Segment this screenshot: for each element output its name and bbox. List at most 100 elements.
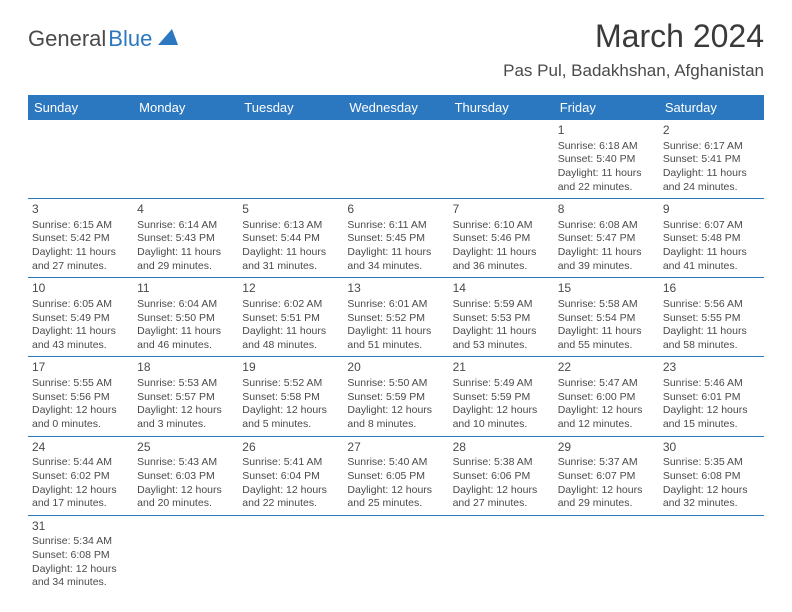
calendar-cell: 5Sunrise: 6:13 AMSunset: 5:44 PMDaylight…	[238, 199, 343, 278]
sunset-text: Sunset: 5:54 PM	[558, 312, 655, 326]
sunset-text: Sunset: 5:46 PM	[453, 232, 550, 246]
day-number: 31	[32, 519, 129, 535]
weekday-header: Tuesday	[238, 95, 343, 120]
calendar-cell: 10Sunrise: 6:05 AMSunset: 5:49 PMDayligh…	[28, 278, 133, 357]
day-number: 21	[453, 360, 550, 376]
sunset-text: Sunset: 5:49 PM	[32, 312, 129, 326]
day-number: 6	[347, 202, 444, 218]
sunset-text: Sunset: 6:06 PM	[453, 470, 550, 484]
daylight-text: Daylight: 12 hours and 22 minutes.	[242, 484, 339, 511]
calendar-cell	[659, 515, 764, 594]
sunset-text: Sunset: 5:41 PM	[663, 153, 760, 167]
sunset-text: Sunset: 5:48 PM	[663, 232, 760, 246]
daylight-text: Daylight: 12 hours and 15 minutes.	[663, 404, 760, 431]
daylight-text: Daylight: 12 hours and 34 minutes.	[32, 563, 129, 590]
sunset-text: Sunset: 6:01 PM	[663, 391, 760, 405]
sunset-text: Sunset: 5:52 PM	[347, 312, 444, 326]
sunset-text: Sunset: 5:59 PM	[453, 391, 550, 405]
brand-name-2: Blue	[108, 26, 152, 52]
calendar-cell: 15Sunrise: 5:58 AMSunset: 5:54 PMDayligh…	[554, 278, 659, 357]
sunrise-text: Sunrise: 5:52 AM	[242, 377, 339, 391]
day-number: 14	[453, 281, 550, 297]
sunrise-text: Sunrise: 5:56 AM	[663, 298, 760, 312]
calendar-cell: 3Sunrise: 6:15 AMSunset: 5:42 PMDaylight…	[28, 199, 133, 278]
weekday-header: Friday	[554, 95, 659, 120]
calendar-cell: 9Sunrise: 6:07 AMSunset: 5:48 PMDaylight…	[659, 199, 764, 278]
calendar-cell	[343, 515, 448, 594]
daylight-text: Daylight: 12 hours and 29 minutes.	[558, 484, 655, 511]
calendar-cell: 26Sunrise: 5:41 AMSunset: 6:04 PMDayligh…	[238, 436, 343, 515]
calendar-cell	[554, 515, 659, 594]
sunrise-text: Sunrise: 5:59 AM	[453, 298, 550, 312]
sunset-text: Sunset: 5:53 PM	[453, 312, 550, 326]
daylight-text: Daylight: 11 hours and 51 minutes.	[347, 325, 444, 352]
sunrise-text: Sunrise: 6:05 AM	[32, 298, 129, 312]
day-number: 17	[32, 360, 129, 376]
day-number: 4	[137, 202, 234, 218]
day-number: 11	[137, 281, 234, 297]
weekday-header: Sunday	[28, 95, 133, 120]
daylight-text: Daylight: 11 hours and 22 minutes.	[558, 167, 655, 194]
calendar-cell: 25Sunrise: 5:43 AMSunset: 6:03 PMDayligh…	[133, 436, 238, 515]
daylight-text: Daylight: 12 hours and 8 minutes.	[347, 404, 444, 431]
day-number: 30	[663, 440, 760, 456]
day-number: 25	[137, 440, 234, 456]
calendar-cell: 27Sunrise: 5:40 AMSunset: 6:05 PMDayligh…	[343, 436, 448, 515]
sunrise-text: Sunrise: 5:49 AM	[453, 377, 550, 391]
day-number: 3	[32, 202, 129, 218]
calendar-cell	[238, 515, 343, 594]
day-number: 22	[558, 360, 655, 376]
calendar-cell: 7Sunrise: 6:10 AMSunset: 5:46 PMDaylight…	[449, 199, 554, 278]
daylight-text: Daylight: 11 hours and 58 minutes.	[663, 325, 760, 352]
day-number: 1	[558, 123, 655, 139]
day-number: 18	[137, 360, 234, 376]
calendar-cell: 28Sunrise: 5:38 AMSunset: 6:06 PMDayligh…	[449, 436, 554, 515]
calendar-cell: 8Sunrise: 6:08 AMSunset: 5:47 PMDaylight…	[554, 199, 659, 278]
page-title: March 2024	[503, 18, 764, 55]
calendar-cell: 23Sunrise: 5:46 AMSunset: 6:01 PMDayligh…	[659, 357, 764, 436]
daylight-text: Daylight: 11 hours and 29 minutes.	[137, 246, 234, 273]
daylight-text: Daylight: 12 hours and 25 minutes.	[347, 484, 444, 511]
sunrise-text: Sunrise: 6:17 AM	[663, 140, 760, 154]
calendar-cell	[449, 120, 554, 199]
day-number: 10	[32, 281, 129, 297]
daylight-text: Daylight: 11 hours and 34 minutes.	[347, 246, 444, 273]
sunrise-text: Sunrise: 5:34 AM	[32, 535, 129, 549]
weekday-header: Saturday	[659, 95, 764, 120]
calendar-cell	[449, 515, 554, 594]
sunrise-text: Sunrise: 5:50 AM	[347, 377, 444, 391]
day-number: 19	[242, 360, 339, 376]
calendar-cell: 6Sunrise: 6:11 AMSunset: 5:45 PMDaylight…	[343, 199, 448, 278]
calendar-cell: 30Sunrise: 5:35 AMSunset: 6:08 PMDayligh…	[659, 436, 764, 515]
day-number: 8	[558, 202, 655, 218]
sunset-text: Sunset: 5:43 PM	[137, 232, 234, 246]
day-number: 12	[242, 281, 339, 297]
daylight-text: Daylight: 12 hours and 20 minutes.	[137, 484, 234, 511]
sunset-text: Sunset: 6:08 PM	[663, 470, 760, 484]
sunrise-text: Sunrise: 6:14 AM	[137, 219, 234, 233]
day-number: 26	[242, 440, 339, 456]
daylight-text: Daylight: 11 hours and 55 minutes.	[558, 325, 655, 352]
daylight-text: Daylight: 12 hours and 3 minutes.	[137, 404, 234, 431]
sunset-text: Sunset: 5:57 PM	[137, 391, 234, 405]
sunrise-text: Sunrise: 5:41 AM	[242, 456, 339, 470]
sunrise-text: Sunrise: 5:38 AM	[453, 456, 550, 470]
sunrise-text: Sunrise: 5:35 AM	[663, 456, 760, 470]
daylight-text: Daylight: 12 hours and 0 minutes.	[32, 404, 129, 431]
location-text: Pas Pul, Badakhshan, Afghanistan	[503, 61, 764, 81]
calendar-cell: 4Sunrise: 6:14 AMSunset: 5:43 PMDaylight…	[133, 199, 238, 278]
calendar-cell	[343, 120, 448, 199]
sunrise-text: Sunrise: 6:04 AM	[137, 298, 234, 312]
brand-logo: GeneralBlue	[28, 18, 180, 52]
sunset-text: Sunset: 5:45 PM	[347, 232, 444, 246]
day-number: 15	[558, 281, 655, 297]
sunset-text: Sunset: 5:55 PM	[663, 312, 760, 326]
day-number: 5	[242, 202, 339, 218]
day-number: 9	[663, 202, 760, 218]
day-number: 24	[32, 440, 129, 456]
daylight-text: Daylight: 11 hours and 27 minutes.	[32, 246, 129, 273]
sunset-text: Sunset: 5:51 PM	[242, 312, 339, 326]
sunrise-text: Sunrise: 5:47 AM	[558, 377, 655, 391]
daylight-text: Daylight: 12 hours and 10 minutes.	[453, 404, 550, 431]
calendar-cell	[238, 120, 343, 199]
